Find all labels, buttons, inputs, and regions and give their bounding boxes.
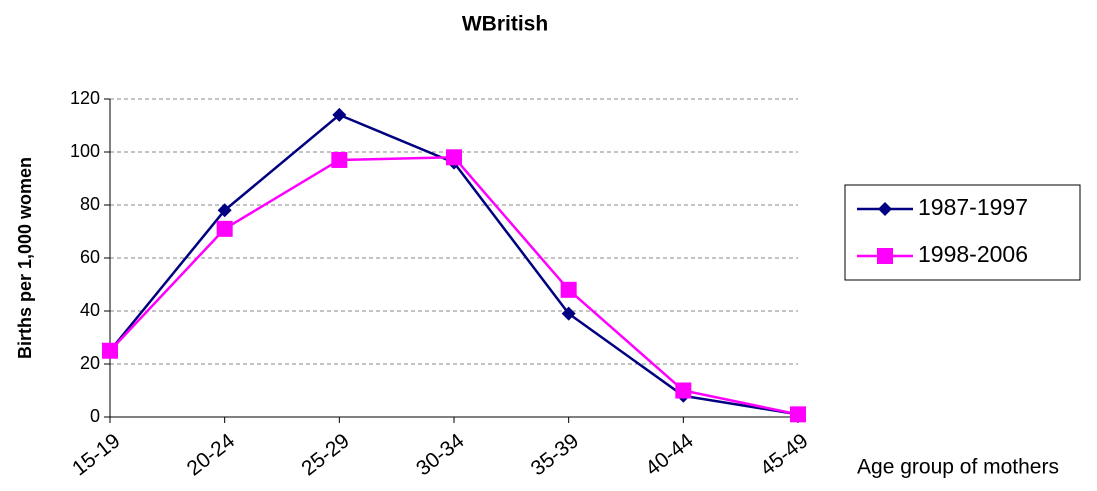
x-tick-label: 30-34 [412,429,469,480]
legend-label: 1987-1997 [918,194,1028,220]
y-tick-label: 120 [70,88,100,108]
data-point [332,107,347,122]
x-axis-label: Age group of mothers [857,456,1059,479]
y-tick-label: 80 [80,194,100,214]
data-point [560,281,577,298]
legend: 1987-1997 1998-2006 [844,184,1081,281]
y-tick-label: 20 [80,353,100,373]
y-axis-label: Births per 1,000 women [15,157,35,359]
y-tick-label: 0 [90,406,100,426]
x-tick-label: 20-24 [183,429,240,480]
legend-marker [878,202,892,216]
data-point [675,382,692,399]
data-point [331,151,348,168]
x-tick-label: 35-39 [527,429,583,480]
chart-title: WBritish [462,13,548,36]
data-point [561,306,576,321]
data-point [217,203,232,218]
y-tick-label: 40 [80,300,100,320]
series-line [109,156,799,416]
x-tick-label: 45-49 [756,429,812,480]
legend-marker [877,248,893,264]
legend-box [844,184,1081,281]
data-point [790,406,806,423]
x-tick-label: 15-19 [68,429,124,480]
data-point [216,220,233,237]
x-tick-label: 25-29 [297,429,353,480]
y-tick-label: 60 [80,247,100,267]
legend-label: 1998-2006 [918,241,1028,267]
x-tick-label: 40-44 [641,429,698,480]
data-point [102,342,118,359]
data-point [446,149,462,166]
y-tick-label: 100 [70,141,100,161]
